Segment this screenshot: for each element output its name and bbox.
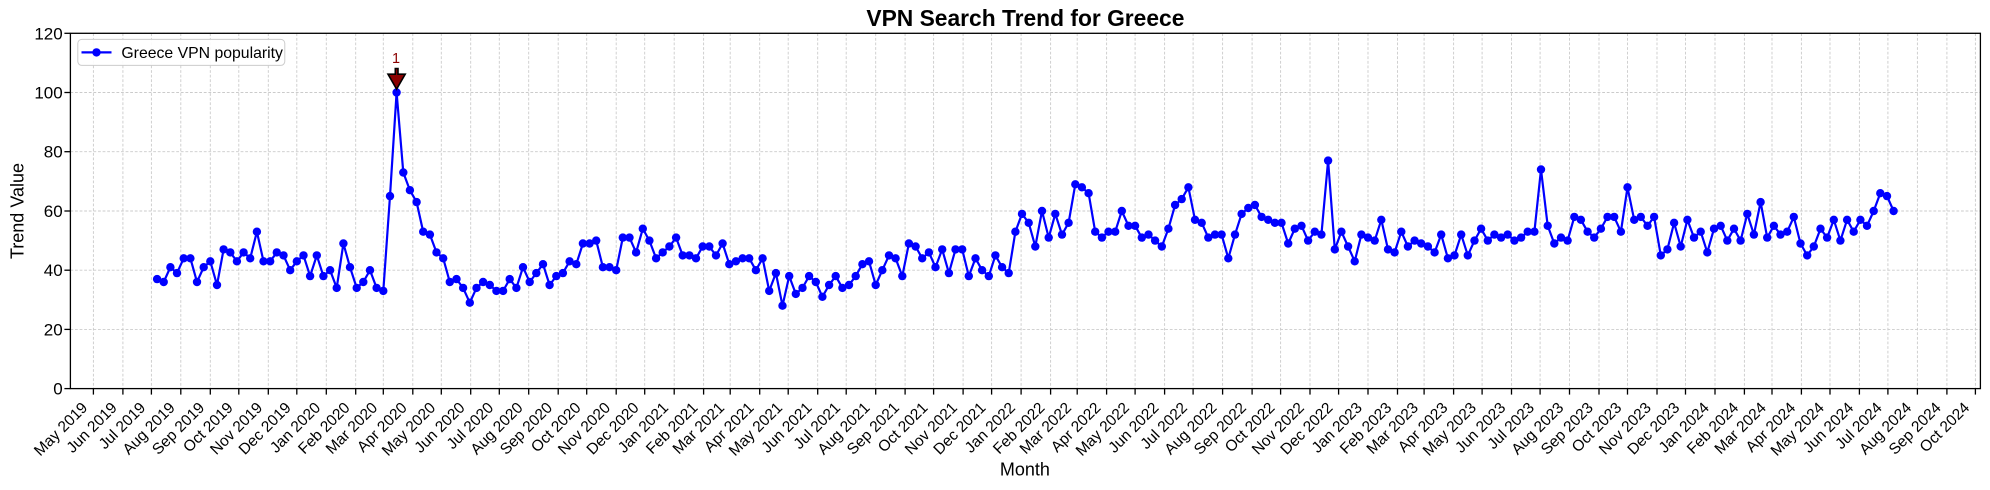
svg-text:1: 1 — [392, 51, 400, 67]
svg-text:Trend Value: Trend Value — [8, 163, 28, 259]
svg-text:Month: Month — [1000, 460, 1050, 480]
svg-text:120: 120 — [34, 24, 62, 43]
svg-text:80: 80 — [44, 143, 63, 162]
svg-text:0: 0 — [53, 380, 62, 399]
svg-text:40: 40 — [44, 261, 63, 280]
svg-text:Greece VPN popularity: Greece VPN popularity — [121, 45, 283, 62]
svg-text:100: 100 — [34, 84, 62, 103]
svg-text:20: 20 — [44, 320, 63, 339]
svg-text:VPN Search Trend for Greece: VPN Search Trend for Greece — [866, 5, 1184, 31]
svg-text:60: 60 — [44, 202, 63, 221]
